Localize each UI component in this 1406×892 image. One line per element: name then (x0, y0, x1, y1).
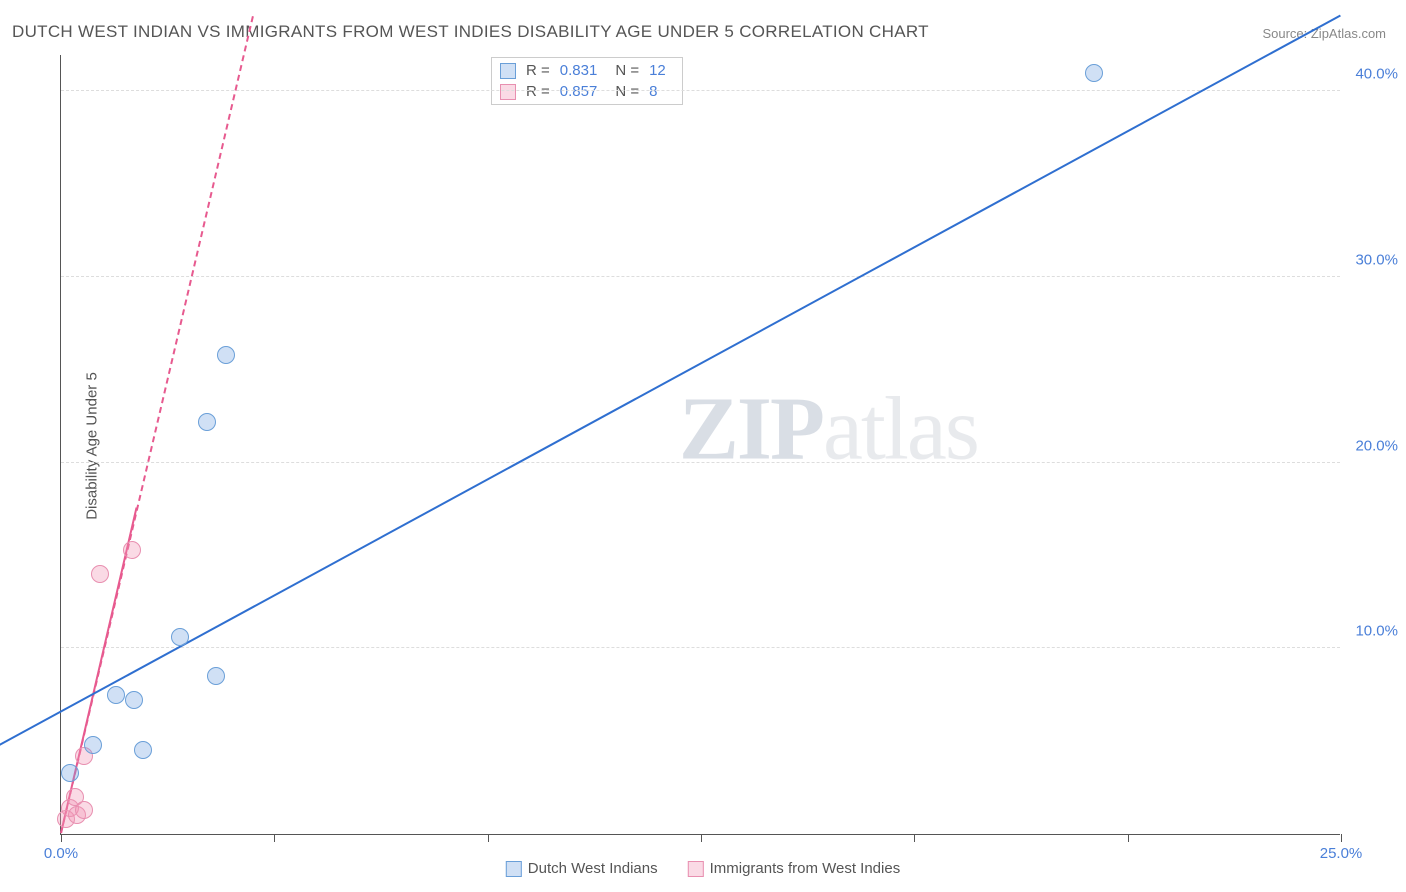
x-tick-label: 0.0% (44, 845, 78, 862)
watermark-light: atlas (823, 379, 978, 478)
data-point (123, 541, 141, 559)
r-value: 0.831 (560, 62, 598, 79)
data-point (84, 736, 102, 754)
r-label: R = (526, 62, 550, 79)
legend-item: Immigrants from West Indies (688, 860, 901, 877)
y-tick-label: 40.0% (1355, 66, 1398, 83)
gridline-horizontal (61, 276, 1340, 277)
data-point (91, 565, 109, 583)
legend-item: Dutch West Indians (506, 860, 658, 877)
legend-swatch (500, 84, 516, 100)
y-tick-label: 20.0% (1355, 437, 1398, 454)
legend-swatch (506, 861, 522, 877)
data-point (134, 741, 152, 759)
data-point (107, 686, 125, 704)
r-label: R = (526, 83, 550, 100)
watermark-bold: ZIP (679, 379, 823, 478)
data-point (75, 801, 93, 819)
legend-swatch (688, 861, 704, 877)
gridline-horizontal (61, 90, 1340, 91)
legend-label: Dutch West Indians (528, 860, 658, 877)
y-tick-label: 30.0% (1355, 251, 1398, 268)
x-tick (488, 834, 489, 842)
data-point (198, 413, 216, 431)
r-value: 0.857 (560, 83, 598, 100)
data-point (171, 628, 189, 646)
x-tick (914, 834, 915, 842)
n-value: 8 (649, 83, 657, 100)
correlation-stats-legend: R = 0.831 N = 12 R = 0.857 N = 8 (491, 57, 683, 105)
series-legend: Dutch West Indians Immigrants from West I… (506, 860, 900, 877)
x-tick (1128, 834, 1129, 842)
x-tick-label: 25.0% (1320, 845, 1363, 862)
x-tick (61, 834, 62, 842)
gridline-horizontal (61, 647, 1340, 648)
data-point (1085, 64, 1103, 82)
n-label: N = (615, 62, 639, 79)
data-point (217, 346, 235, 364)
chart-title: DUTCH WEST INDIAN VS IMMIGRANTS FROM WES… (12, 22, 929, 42)
legend-label: Immigrants from West Indies (710, 860, 901, 877)
x-tick (1341, 834, 1342, 842)
trend-line (60, 16, 254, 834)
x-tick (274, 834, 275, 842)
n-label: N = (615, 83, 639, 100)
watermark: ZIPatlas (679, 377, 978, 480)
data-point (125, 691, 143, 709)
stat-legend-row: R = 0.831 N = 12 (500, 60, 674, 81)
n-value: 12 (649, 62, 666, 79)
stat-legend-row: R = 0.857 N = 8 (500, 81, 674, 102)
data-point (207, 667, 225, 685)
gridline-horizontal (61, 462, 1340, 463)
x-tick (701, 834, 702, 842)
data-point (61, 764, 79, 782)
trend-line (0, 15, 1341, 750)
source-attribution: Source: ZipAtlas.com (1262, 26, 1386, 41)
legend-swatch (500, 63, 516, 79)
chart-plot-area: ZIPatlas R =0.831N =12R =0.857N =8 10.0%… (60, 55, 1340, 835)
y-tick-label: 10.0% (1355, 623, 1398, 640)
